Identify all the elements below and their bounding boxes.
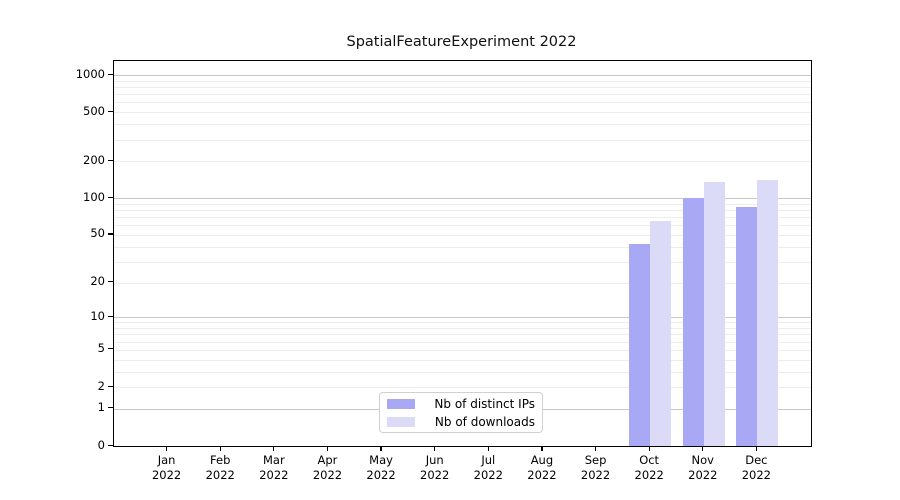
minor-gridline bbox=[114, 112, 811, 114]
minor-gridline bbox=[114, 341, 811, 343]
y-tick-1000 bbox=[108, 73, 113, 75]
legend-swatch-downloads bbox=[387, 416, 415, 427]
bar-nov-downloads bbox=[703, 182, 725, 446]
minor-gridline bbox=[114, 94, 811, 96]
y-tick-label-200: 200 bbox=[83, 152, 105, 167]
y-tick-0 bbox=[108, 444, 113, 446]
legend-entry-downloads: Nb of downloads bbox=[387, 415, 535, 429]
minor-gridline bbox=[114, 328, 811, 330]
y-tick-label-500: 500 bbox=[83, 103, 105, 118]
y-tick-label-2: 2 bbox=[97, 378, 105, 393]
minor-gridline bbox=[114, 246, 811, 248]
x-tick-jan bbox=[166, 446, 168, 451]
x-tick-jul bbox=[487, 446, 489, 451]
x-tick-feb bbox=[219, 446, 221, 451]
y-tick-label-0: 0 bbox=[97, 437, 105, 452]
minor-gridline bbox=[114, 102, 811, 104]
y-tick-label-1000: 1000 bbox=[75, 66, 105, 81]
y-tick-20 bbox=[108, 281, 113, 283]
bar-dec-downloads bbox=[757, 180, 779, 446]
major-gridline bbox=[114, 198, 811, 200]
minor-gridline bbox=[114, 359, 811, 361]
x-tick-may bbox=[380, 446, 382, 451]
y-tick-label-10: 10 bbox=[90, 308, 105, 323]
major-gridline bbox=[114, 75, 811, 77]
y-tick-100 bbox=[108, 196, 113, 198]
minor-gridline bbox=[114, 225, 811, 227]
y-tick-label-1: 1 bbox=[97, 400, 105, 415]
minor-gridline bbox=[114, 334, 811, 336]
minor-gridline bbox=[114, 322, 811, 324]
x-tick-sep bbox=[594, 446, 597, 451]
minor-gridline bbox=[114, 210, 811, 212]
minor-gridline bbox=[114, 349, 811, 351]
plot-area bbox=[113, 60, 812, 447]
x-tick-label-jul: Jul 2022 bbox=[473, 453, 503, 482]
legend-label-distinct-ips: Nb of distinct IPs bbox=[434, 396, 535, 411]
y-tick-label-100: 100 bbox=[83, 189, 105, 204]
x-tick-dec bbox=[755, 446, 757, 451]
minor-gridline bbox=[114, 161, 811, 163]
y-tick-label-5: 5 bbox=[97, 341, 105, 356]
x-tick-label-jun: Jun 2022 bbox=[420, 453, 450, 482]
legend: Nb of distinct IPs Nb of downloads bbox=[379, 392, 543, 433]
x-tick-label-mar: Mar 2022 bbox=[259, 453, 289, 482]
x-tick-nov bbox=[702, 446, 704, 451]
minor-gridline bbox=[114, 80, 811, 82]
minor-gridline bbox=[114, 124, 811, 126]
y-tick-5 bbox=[108, 348, 113, 350]
y-tick-label-50: 50 bbox=[90, 226, 105, 241]
x-tick-mar bbox=[273, 446, 275, 451]
x-tick-oct bbox=[648, 446, 650, 451]
legend-swatch-distinct-ips bbox=[387, 398, 415, 409]
major-gridline bbox=[114, 317, 811, 319]
y-tick-1 bbox=[108, 407, 113, 409]
minor-gridline bbox=[114, 139, 811, 141]
minor-gridline bbox=[114, 234, 811, 236]
x-tick-label-aug: Aug 2022 bbox=[527, 453, 557, 482]
x-tick-aug bbox=[541, 446, 543, 451]
minor-gridline bbox=[114, 203, 811, 205]
y-tick-10 bbox=[108, 315, 113, 317]
y-tick-200 bbox=[108, 159, 113, 161]
x-tick-label-sep: Sep 2022 bbox=[580, 453, 611, 482]
minor-gridline bbox=[114, 387, 811, 389]
x-tick-label-dec: Dec 2022 bbox=[741, 453, 772, 482]
x-tick-jun bbox=[434, 446, 436, 451]
minor-gridline bbox=[114, 261, 811, 263]
bar-oct-downloads bbox=[650, 221, 672, 446]
legend-entry-distinct-ips: Nb of distinct IPs bbox=[387, 397, 535, 411]
y-tick-500 bbox=[108, 110, 113, 112]
minor-gridline bbox=[114, 282, 811, 284]
y-tick-2 bbox=[108, 385, 113, 387]
x-tick-label-may: May 2022 bbox=[366, 453, 396, 482]
legend-label-downloads: Nb of downloads bbox=[434, 414, 535, 429]
x-tick-label-oct: Oct 2022 bbox=[634, 453, 664, 482]
y-tick-50 bbox=[108, 233, 113, 235]
minor-gridline bbox=[114, 371, 811, 373]
x-tick-label-apr: Apr 2022 bbox=[312, 453, 343, 482]
minor-gridline bbox=[114, 87, 811, 89]
bar-oct-distinct-ips bbox=[629, 244, 651, 446]
x-tick-label-nov: Nov 2022 bbox=[688, 453, 718, 482]
bar-nov-distinct-ips bbox=[682, 198, 704, 446]
y-tick-label-20: 20 bbox=[90, 274, 105, 289]
x-tick-label-jan: Jan 2022 bbox=[151, 453, 182, 482]
minor-gridline bbox=[114, 217, 811, 219]
x-tick-apr bbox=[326, 446, 329, 451]
bar-dec-distinct-ips bbox=[736, 206, 758, 446]
x-tick-label-feb: Feb 2022 bbox=[205, 453, 235, 482]
chart-title: SpatialFeatureExperiment 2022 bbox=[346, 34, 577, 50]
